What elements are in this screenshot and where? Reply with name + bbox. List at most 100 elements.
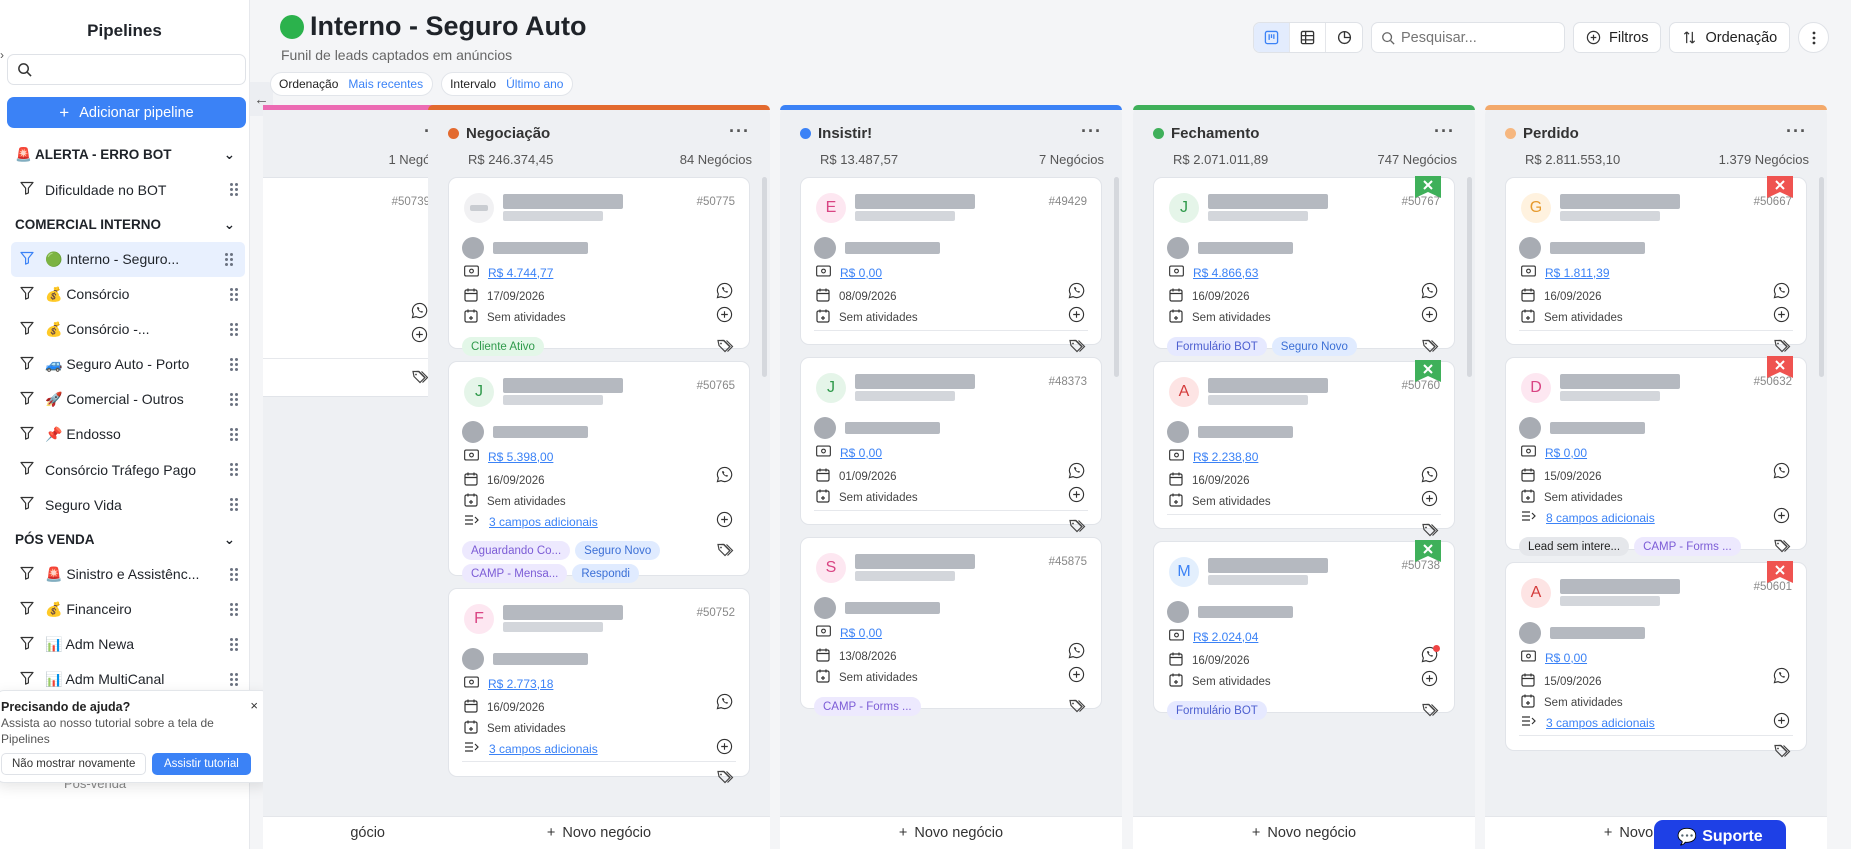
card-value[interactable]: R$ 2.238,80 [1193,449,1259,464]
card-extra[interactable]: 8 campos adicionais [1546,510,1655,525]
deal-card[interactable]: #48373 J R$ 0,00 01/09/2026 Sem atividades [800,357,1102,533]
pipeline-search-input[interactable] [7,54,246,85]
card-row-value[interactable]: R$ 5.398,00 [464,449,553,464]
card-row-extra[interactable]: 3 campos adicionais [464,741,598,756]
tag-icon[interactable] [1422,523,1440,542]
deal-card[interactable]: #50767 J R$ 4.866,63 16/09/2026 Sem atividad… [1153,176,1455,356]
drag-handle-icon[interactable] [230,603,238,616]
search-input[interactable] [1401,29,1551,46]
whatsapp-icon[interactable] [1421,282,1438,299]
tag[interactable]: Cliente Ativo [462,337,544,356]
tag[interactable]: Lead sem intere... [1519,537,1630,556]
add-activity-icon[interactable] [1068,306,1085,323]
card-row-extra[interactable]: 8 campos adicionais [1521,510,1655,525]
add-pipeline-button[interactable]: + Adicionar pipeline [7,97,246,128]
tag-icon[interactable] [717,543,735,562]
card-extra[interactable]: 3 campos adicionais [1546,715,1655,730]
new-deal-button[interactable]: + Novo negócio [428,816,770,849]
drag-handle-icon[interactable] [230,393,238,406]
card-extra[interactable]: 3 campos adicionais [489,514,598,529]
column-menu-icon[interactable]: ··· [1434,121,1455,141]
tag[interactable]: CAMP - Mensa... [462,564,568,583]
column-scrollbar[interactable] [1819,177,1824,377]
deal-card[interactable]: #50601 A R$ 0,00 15/09/2026 Sem atividades 3 … [1505,561,1807,758]
add-activity-icon[interactable] [1421,490,1438,507]
watch-tutorial-button[interactable]: Assistir tutorial [152,753,251,775]
column-scrollbar[interactable] [1114,177,1119,377]
sidebar-item-adm-newa[interactable]: 📊 Adm Newa [0,627,250,662]
chevron-right-icon[interactable]: › [0,48,4,62]
deal-card[interactable]: #50765 J R$ 5.398,00 16/09/2026 Sem atividad… [448,361,750,583]
add-activity-icon[interactable] [716,511,733,528]
card-value[interactable]: R$ 2.773,18 [488,676,554,691]
add-activity-icon[interactable] [1421,306,1438,323]
drag-handle-icon[interactable] [230,288,238,301]
sidebar-item-seguro-auto-porto[interactable]: 🚙 Seguro Auto - Porto [0,347,250,382]
add-activity-icon[interactable] [411,326,428,343]
more-options-button[interactable] [1798,22,1830,53]
tag-icon[interactable] [717,339,735,358]
tag-icon[interactable] [1069,339,1087,358]
card-row-value[interactable]: R$ 0,00 [816,265,882,280]
support-button[interactable]: 💬 Suporte [1654,820,1786,849]
whatsapp-icon[interactable] [1068,282,1085,299]
card-row-value[interactable]: R$ 0,00 [1521,445,1587,460]
column-scrollbar[interactable] [1467,177,1472,377]
drag-handle-icon[interactable] [225,253,233,266]
card-row-value[interactable]: R$ 1.811,39 [1521,265,1610,280]
drag-handle-icon[interactable] [230,463,238,476]
deal-card[interactable]: #50632 D R$ 0,00 15/09/2026 Sem atividades 8 … [1505,356,1807,556]
deal-card[interactable]: #50738 M R$ 2.024,04 16/09/2026 Sem atividad… [1153,540,1455,720]
tag-icon[interactable] [1774,744,1792,763]
chart-view-button[interactable] [1326,23,1362,52]
sort-chip[interactable]: Ordenação Mais recentes [270,72,434,96]
drag-handle-icon[interactable] [230,323,238,336]
deal-card[interactable]: #50760 A R$ 2.238,80 16/09/2026 Sem atividad… [1153,360,1455,537]
column-menu-icon[interactable]: ··· [1786,121,1807,141]
sidebar-item-financeiro[interactable]: 💰 Financeiro [0,592,250,627]
sidebar-item-adm-multicanal[interactable]: 📊 Adm MultiCanal [0,662,250,697]
card-value[interactable]: R$ 5.398,00 [488,449,554,464]
card-row-extra[interactable]: 3 campos adicionais [1521,715,1655,730]
whatsapp-icon[interactable] [716,282,733,299]
kanban-view-button[interactable] [1254,23,1290,52]
deal-card[interactable]: #50667 G R$ 1.811,39 16/09/2026 Sem atividad… [1505,176,1807,353]
close-icon[interactable]: × [250,698,258,713]
tag-icon[interactable] [1069,699,1087,718]
column-menu-icon[interactable]: ··· [1081,121,1102,141]
whatsapp-icon[interactable] [411,302,428,319]
table-view-button[interactable] [1290,23,1326,52]
sidebar-group-pos-venda[interactable]: PÓS VENDA ⌄ [0,522,250,557]
add-activity-icon[interactable] [1068,486,1085,503]
card-value[interactable]: R$ 1.811,39 [1545,265,1610,280]
card-value[interactable]: R$ 0,00 [840,625,883,640]
deal-card[interactable]: #49429 E R$ 0,00 08/09/2026 Sem atividades [800,177,1102,353]
sort-button[interactable]: Ordenação [1669,22,1791,53]
sidebar-item-consorcio[interactable]: 💰 Consórcio [0,277,250,312]
drag-handle-icon[interactable] [230,358,238,371]
whatsapp-icon[interactable] [1773,667,1790,684]
card-row-value[interactable]: R$ 0,00 [816,445,882,460]
whatsapp-icon[interactable] [716,466,733,483]
tag-icon[interactable] [1774,539,1792,558]
card-value[interactable]: R$ 0,00 [1545,650,1588,665]
whatsapp-icon[interactable] [716,693,733,710]
card-value[interactable]: R$ 0,00 [840,265,883,280]
whatsapp-icon[interactable] [1421,466,1438,483]
add-activity-icon[interactable] [1773,306,1790,323]
drag-handle-icon[interactable] [230,673,238,686]
card-value[interactable]: R$ 0,00 [1545,445,1588,460]
filters-button[interactable]: Filtros [1573,22,1662,53]
card-row-value[interactable]: R$ 4.744,77 [464,265,553,280]
card-row-value[interactable]: R$ 2.773,18 [464,676,553,691]
add-activity-icon[interactable] [716,738,733,755]
sidebar-item-dificuldade-bot[interactable]: Dificuldade no BOT [0,172,250,207]
interval-chip[interactable]: Intervalo Último ano [441,72,574,96]
sidebar-group-alerta[interactable]: 🚨 ALERTA - ERRO BOT ⌄ [0,137,250,172]
deal-card[interactable]: #45875 S R$ 0,00 13/08/2026 Sem atividades CA… [800,537,1102,716]
tag[interactable]: Formulário BOT [1167,337,1267,356]
sidebar-item-seguro-vida[interactable]: Seguro Vida [0,487,250,522]
tag[interactable]: CAMP - Forms ... [1634,537,1741,556]
column-scrollbar[interactable] [762,177,767,377]
drag-handle-icon[interactable] [230,638,238,651]
